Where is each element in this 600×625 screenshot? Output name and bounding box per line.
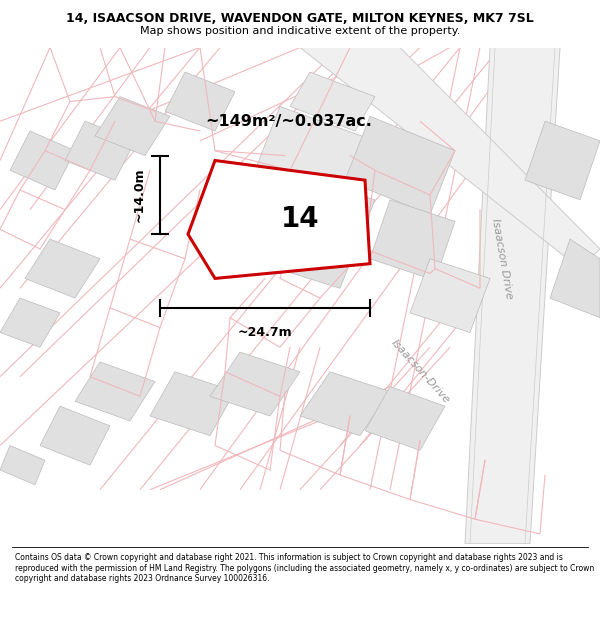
Polygon shape	[370, 200, 455, 281]
Polygon shape	[465, 48, 560, 544]
Text: Contains OS data © Crown copyright and database right 2021. This information is : Contains OS data © Crown copyright and d…	[15, 554, 594, 583]
Polygon shape	[75, 362, 155, 421]
Polygon shape	[550, 239, 600, 318]
Polygon shape	[210, 352, 300, 416]
Polygon shape	[290, 72, 375, 131]
Polygon shape	[345, 116, 455, 214]
Polygon shape	[0, 446, 45, 485]
Text: 14: 14	[281, 206, 319, 234]
Polygon shape	[525, 121, 600, 200]
Polygon shape	[188, 161, 370, 278]
Text: Isaacson Drive: Isaacson Drive	[490, 217, 514, 300]
Text: ~14.0m: ~14.0m	[133, 168, 146, 222]
Polygon shape	[0, 298, 60, 348]
Polygon shape	[255, 106, 375, 205]
Text: ~149m²/~0.037ac.: ~149m²/~0.037ac.	[205, 114, 372, 129]
Polygon shape	[95, 97, 170, 156]
Text: ~24.7m: ~24.7m	[238, 326, 292, 339]
Polygon shape	[365, 386, 445, 451]
Text: 14, ISAACSON DRIVE, WAVENDON GATE, MILTON KEYNES, MK7 7SL: 14, ISAACSON DRIVE, WAVENDON GATE, MILTO…	[66, 12, 534, 25]
Text: Isaacson-Drive: Isaacson-Drive	[389, 338, 451, 406]
Polygon shape	[10, 131, 75, 190]
Polygon shape	[150, 372, 235, 436]
Polygon shape	[300, 48, 600, 269]
Polygon shape	[65, 121, 135, 180]
Polygon shape	[300, 372, 390, 436]
Polygon shape	[230, 166, 375, 288]
Polygon shape	[25, 239, 100, 298]
Text: Map shows position and indicative extent of the property.: Map shows position and indicative extent…	[140, 26, 460, 36]
Polygon shape	[40, 406, 110, 465]
Polygon shape	[165, 72, 235, 131]
Polygon shape	[410, 259, 490, 332]
